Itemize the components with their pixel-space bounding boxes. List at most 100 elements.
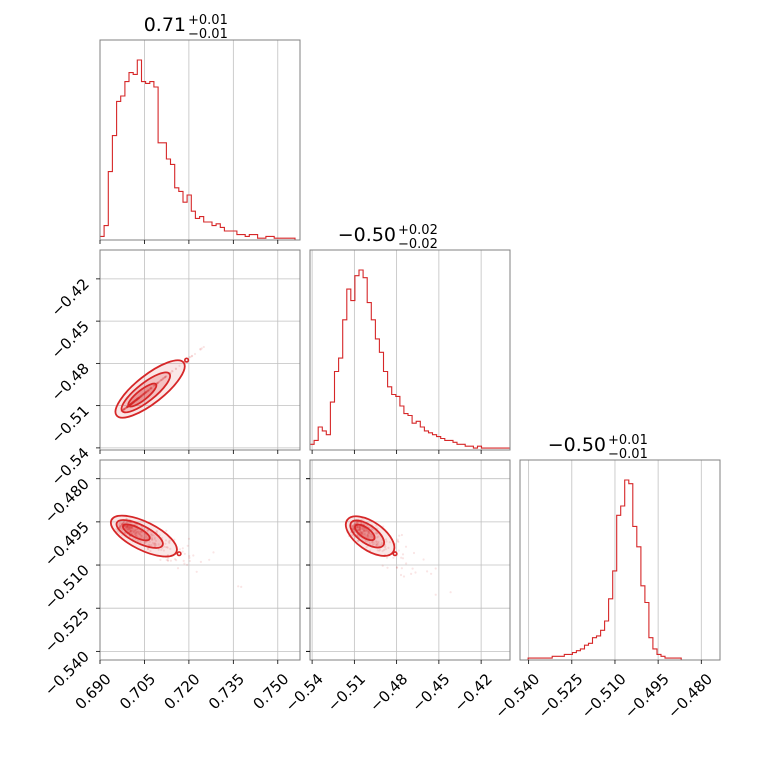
sample-point <box>357 521 360 524</box>
sample-point <box>128 527 131 530</box>
sample-point <box>139 395 142 398</box>
sample-point <box>160 378 163 381</box>
sample-point <box>153 542 156 545</box>
sample-point <box>134 399 137 402</box>
sample-point <box>173 558 177 561</box>
sample-point <box>358 525 361 529</box>
sample-point <box>398 534 401 537</box>
sample-point <box>125 406 128 409</box>
sample-point <box>371 543 374 546</box>
sample-point <box>366 536 369 539</box>
scatter-panel-2 <box>96 459 301 664</box>
sample-point <box>130 403 133 406</box>
sample-point <box>137 530 140 533</box>
x-tick-label: −0.480 <box>664 670 716 722</box>
sample-point <box>376 532 379 535</box>
sample-point <box>366 528 369 532</box>
sample-point <box>129 403 132 406</box>
sample-point <box>123 408 126 411</box>
sample-point <box>130 402 133 405</box>
sample-point <box>134 399 137 402</box>
sample-point <box>136 535 139 538</box>
sample-point <box>240 585 243 589</box>
sample-point <box>377 535 380 538</box>
sample-point <box>165 558 168 562</box>
sample-point <box>174 367 178 371</box>
sample-point <box>134 529 137 532</box>
sample-point <box>135 398 138 402</box>
sample-point <box>144 541 147 544</box>
sample-point <box>133 400 136 403</box>
sample-point <box>150 386 153 389</box>
sample-point <box>153 543 156 546</box>
sample-point <box>151 541 154 545</box>
sample-point <box>193 352 197 356</box>
sample-point <box>144 391 147 394</box>
sample-point <box>128 529 131 532</box>
sample-point <box>212 551 215 554</box>
sample-point <box>130 402 133 405</box>
sample-point <box>364 533 367 536</box>
sample-point <box>355 521 358 524</box>
sample-point <box>139 395 142 398</box>
contour-level-1 <box>114 359 186 419</box>
sample-point <box>159 379 162 382</box>
sample-point <box>160 378 163 381</box>
sample-point <box>134 399 137 402</box>
sample-point <box>126 406 129 409</box>
histogram-panel-2: −0.50 +0.02−0.02 <box>309 223 511 454</box>
sample-point <box>356 526 359 529</box>
sample-point <box>122 408 125 411</box>
sample-point <box>136 539 139 542</box>
sample-point <box>400 567 403 570</box>
sample-point <box>157 381 160 384</box>
sample-point <box>137 396 140 400</box>
sample-point <box>136 397 139 400</box>
sample-point <box>130 402 133 406</box>
sample-point <box>119 523 122 526</box>
sample-point <box>136 397 139 400</box>
sample-point <box>149 387 153 390</box>
sample-point <box>422 558 425 561</box>
sample-point <box>368 542 371 545</box>
sample-point <box>366 531 369 534</box>
sample-point <box>130 402 133 405</box>
sample-point <box>138 532 141 535</box>
sample-point <box>120 523 123 526</box>
sample-point <box>125 521 128 524</box>
sample-point <box>371 541 374 544</box>
panel-frame <box>99 459 301 661</box>
sample-point <box>395 566 398 569</box>
sample-point <box>352 526 355 529</box>
sample-point <box>138 396 141 399</box>
sample-point <box>366 534 369 537</box>
sample-point <box>146 389 150 392</box>
sample-point <box>397 540 400 544</box>
sample-point <box>137 397 140 400</box>
sample-point <box>164 375 167 378</box>
sample-point <box>384 548 387 551</box>
scatter-panel-3 <box>306 459 511 664</box>
sample-point <box>376 543 379 546</box>
sample-point <box>384 545 387 548</box>
sample-point <box>120 534 123 537</box>
sample-point <box>366 533 369 536</box>
sample-point <box>171 370 174 373</box>
sample-point <box>147 389 150 392</box>
sample-point <box>132 531 135 534</box>
x-tick-label: −0.525 <box>535 670 587 722</box>
sample-point <box>375 544 378 547</box>
sample-point <box>131 401 134 404</box>
sample-point <box>129 530 132 533</box>
sample-point <box>178 548 181 551</box>
sample-point <box>133 400 136 403</box>
sample-point <box>149 549 152 553</box>
sample-point <box>132 401 135 404</box>
sample-point <box>174 367 177 370</box>
sample-point <box>136 397 139 400</box>
sample-point <box>129 403 132 406</box>
sample-point <box>149 533 152 537</box>
sample-point <box>133 400 136 403</box>
sample-point <box>142 393 145 396</box>
sample-point <box>125 406 128 409</box>
